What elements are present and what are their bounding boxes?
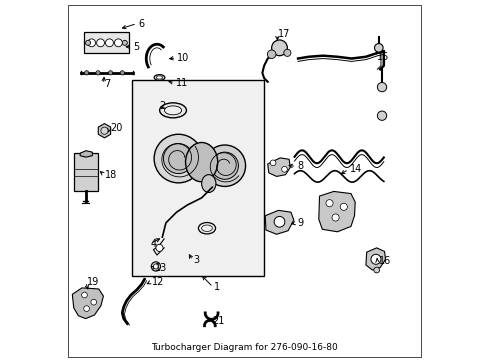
Circle shape xyxy=(153,264,158,269)
Text: 20: 20 xyxy=(110,123,122,133)
Polygon shape xyxy=(267,158,290,176)
Polygon shape xyxy=(98,123,110,138)
Circle shape xyxy=(274,216,285,227)
Circle shape xyxy=(271,40,287,56)
Text: 12: 12 xyxy=(152,277,164,287)
Text: 15: 15 xyxy=(376,52,388,62)
Text: 14: 14 xyxy=(349,164,362,174)
Circle shape xyxy=(122,40,127,45)
Polygon shape xyxy=(72,288,103,319)
Text: 17: 17 xyxy=(278,29,290,39)
Text: 3: 3 xyxy=(193,255,200,265)
Ellipse shape xyxy=(160,103,186,118)
Circle shape xyxy=(84,71,88,75)
Text: 18: 18 xyxy=(105,170,117,180)
Circle shape xyxy=(203,145,245,186)
Text: 9: 9 xyxy=(297,218,303,228)
Circle shape xyxy=(331,214,339,221)
Circle shape xyxy=(91,299,97,305)
Bar xyxy=(132,80,264,276)
Circle shape xyxy=(151,262,160,271)
Circle shape xyxy=(377,111,386,120)
Circle shape xyxy=(97,39,104,47)
Circle shape xyxy=(373,267,379,273)
Text: 11: 11 xyxy=(176,78,188,88)
Polygon shape xyxy=(80,151,92,157)
Ellipse shape xyxy=(201,225,212,231)
Ellipse shape xyxy=(185,143,217,182)
Circle shape xyxy=(114,39,122,47)
Text: 6: 6 xyxy=(138,18,144,28)
Polygon shape xyxy=(365,248,385,270)
Circle shape xyxy=(81,292,87,298)
Circle shape xyxy=(105,39,113,47)
Circle shape xyxy=(101,127,108,134)
Circle shape xyxy=(154,134,203,183)
Circle shape xyxy=(211,152,238,179)
Circle shape xyxy=(377,82,386,92)
Circle shape xyxy=(163,144,193,174)
Text: 1: 1 xyxy=(214,282,220,292)
Text: 21: 21 xyxy=(212,316,224,326)
Text: 7: 7 xyxy=(104,79,110,89)
Text: 10: 10 xyxy=(177,53,189,63)
Circle shape xyxy=(340,203,346,210)
Circle shape xyxy=(83,306,89,311)
Ellipse shape xyxy=(198,222,215,234)
Circle shape xyxy=(283,49,290,57)
Text: 4: 4 xyxy=(151,239,157,249)
Bar xyxy=(74,153,98,191)
Ellipse shape xyxy=(156,76,163,79)
Ellipse shape xyxy=(154,75,164,80)
Text: 5: 5 xyxy=(133,42,139,52)
Text: 13: 13 xyxy=(154,262,166,273)
Polygon shape xyxy=(318,192,354,232)
Circle shape xyxy=(281,166,287,172)
Ellipse shape xyxy=(164,106,181,115)
Circle shape xyxy=(325,200,332,207)
Text: 8: 8 xyxy=(297,161,303,171)
Circle shape xyxy=(270,160,275,166)
Text: Turbocharger Diagram for 276-090-16-80: Turbocharger Diagram for 276-090-16-80 xyxy=(151,343,337,352)
Circle shape xyxy=(267,50,275,59)
Ellipse shape xyxy=(201,175,216,193)
Text: 2: 2 xyxy=(159,101,165,111)
Text: 19: 19 xyxy=(86,277,99,287)
Circle shape xyxy=(85,40,90,45)
Circle shape xyxy=(120,71,124,75)
Circle shape xyxy=(96,71,100,75)
Polygon shape xyxy=(264,210,293,234)
Circle shape xyxy=(374,44,382,52)
Circle shape xyxy=(108,71,112,75)
Circle shape xyxy=(156,244,163,251)
Text: 16: 16 xyxy=(378,256,390,266)
Circle shape xyxy=(87,39,95,47)
Bar xyxy=(83,32,129,53)
Circle shape xyxy=(370,254,380,264)
